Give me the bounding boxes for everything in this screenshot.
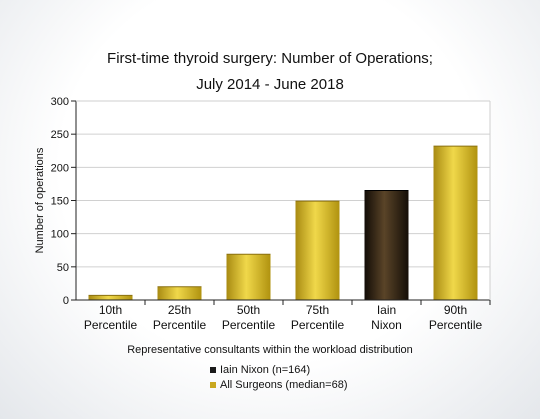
x-tick-label: Nixon (371, 318, 402, 332)
bar (157, 286, 202, 300)
x-tick-label: Percentile (429, 318, 483, 332)
x-tick-label: Percentile (153, 318, 207, 332)
bar (226, 254, 271, 300)
x-tick-label: 50th (237, 303, 260, 317)
x-axis-title: Representative consultants within the wo… (127, 344, 413, 356)
x-tick-label: Percentile (84, 318, 138, 332)
bar (88, 295, 133, 300)
y-tick-label: 300 (51, 96, 69, 108)
y-tick-label: 50 (57, 262, 69, 274)
y-tick-label: 0 (63, 295, 69, 307)
x-tick-label: Iain (377, 303, 396, 317)
x-tick-label: 90th (444, 303, 467, 317)
legend-item-all: All Surgeons (median=68) (210, 379, 348, 391)
y-tick-label: 200 (51, 162, 69, 174)
y-axis-title: Number of operations (34, 147, 46, 253)
legend-item-highlight: Iain Nixon (n=164) (210, 364, 310, 376)
y-tick-label: 250 (51, 129, 69, 141)
legend-label-all: All Surgeons (median=68) (220, 379, 348, 391)
chart-subtitle: July 2014 - June 2018 (196, 76, 344, 93)
y-tick-label: 150 (51, 196, 69, 208)
y-tick-label: 100 (51, 229, 69, 241)
legend-label-highlight: Iain Nixon (n=164) (220, 364, 311, 376)
x-tick-label: 25th (168, 303, 191, 317)
chart-title: First-time thyroid surgery: Number of Op… (107, 50, 433, 67)
x-tick-label: 75th (306, 303, 329, 317)
x-tick-label: 10th (99, 303, 122, 317)
bar (295, 201, 340, 300)
x-tick-label: Percentile (222, 318, 276, 332)
x-tick-label: Percentile (291, 318, 345, 332)
bar (433, 146, 478, 300)
bar-highlight (364, 190, 409, 300)
legend-swatch-all (210, 382, 216, 388)
legend-swatch-highlight (210, 367, 216, 373)
